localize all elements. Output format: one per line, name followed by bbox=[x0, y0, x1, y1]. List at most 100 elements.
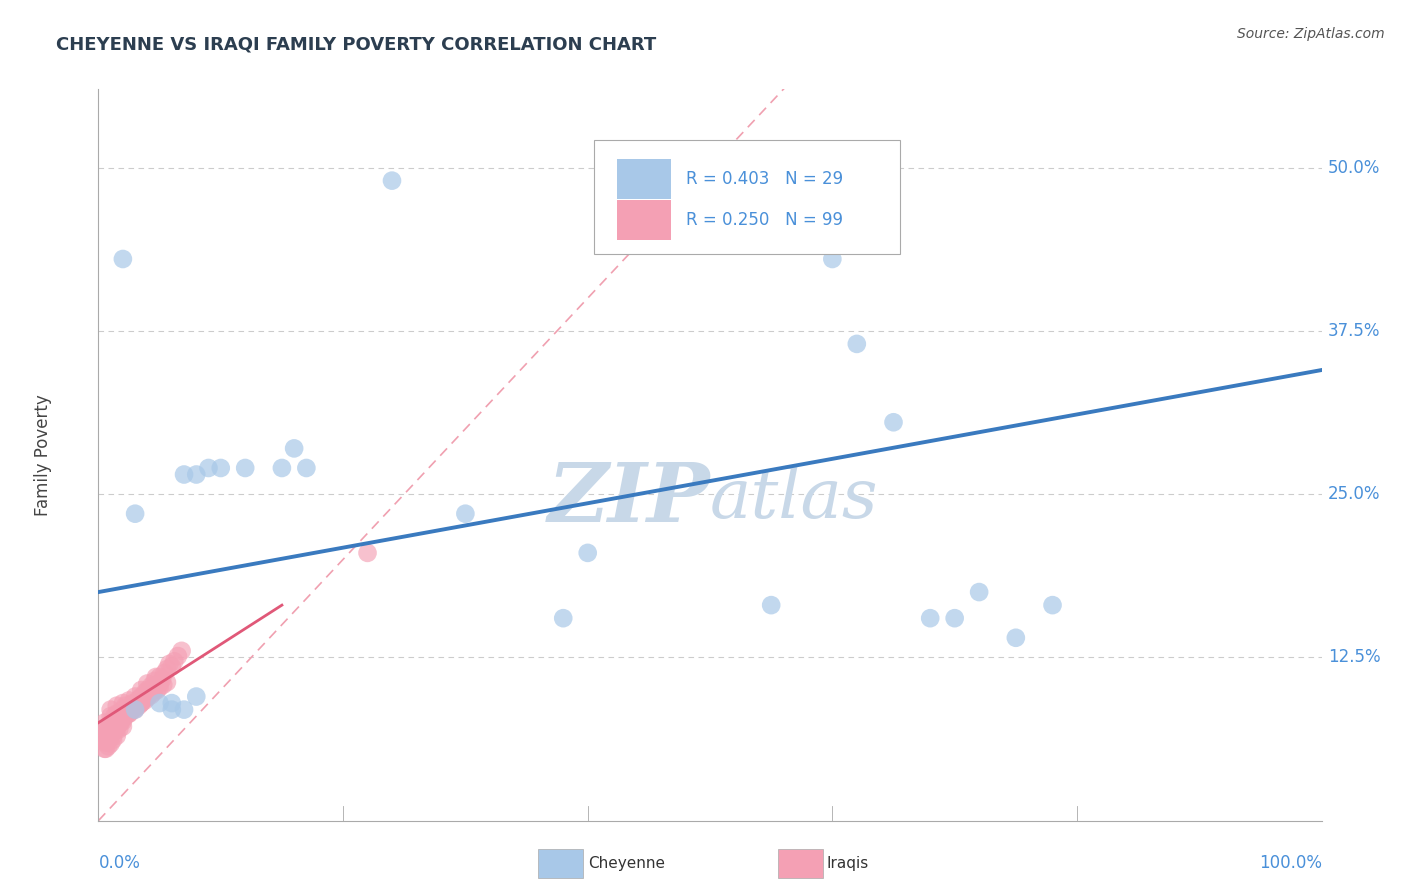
Point bbox=[111, 703, 134, 717]
Point bbox=[129, 690, 152, 704]
Point bbox=[103, 715, 125, 730]
Point bbox=[132, 692, 155, 706]
Point bbox=[149, 681, 172, 695]
Point bbox=[143, 673, 166, 688]
Text: 12.5%: 12.5% bbox=[1327, 648, 1381, 666]
Text: R = 0.403   N = 29: R = 0.403 N = 29 bbox=[686, 170, 842, 188]
Point bbox=[105, 720, 128, 734]
Point bbox=[186, 690, 208, 704]
Point bbox=[96, 735, 118, 749]
Point bbox=[1004, 631, 1026, 645]
Point bbox=[943, 611, 966, 625]
Point bbox=[98, 730, 121, 744]
Point bbox=[110, 706, 132, 721]
Point bbox=[103, 709, 125, 723]
Point bbox=[111, 714, 134, 729]
Point bbox=[124, 690, 146, 704]
Point bbox=[152, 678, 174, 692]
Text: Family Poverty: Family Poverty bbox=[34, 394, 52, 516]
Point bbox=[134, 686, 156, 700]
Point bbox=[142, 681, 165, 695]
Point bbox=[145, 670, 167, 684]
Point bbox=[124, 701, 146, 715]
Point bbox=[761, 598, 783, 612]
Point bbox=[124, 696, 146, 710]
FancyBboxPatch shape bbox=[617, 201, 671, 240]
Point bbox=[111, 712, 134, 726]
Point bbox=[142, 686, 165, 700]
Point bbox=[134, 693, 156, 707]
Point bbox=[97, 739, 120, 754]
Point bbox=[160, 703, 183, 717]
Point bbox=[110, 715, 132, 730]
Point bbox=[283, 442, 305, 456]
Point bbox=[97, 729, 120, 743]
Text: ZIP: ZIP bbox=[547, 458, 710, 539]
Point bbox=[163, 654, 186, 668]
Point bbox=[1042, 598, 1064, 612]
Point bbox=[100, 703, 122, 717]
Point bbox=[111, 709, 134, 723]
Point bbox=[129, 683, 152, 698]
Point bbox=[114, 706, 136, 721]
Point bbox=[100, 723, 122, 737]
Point bbox=[101, 729, 124, 743]
Point bbox=[100, 727, 122, 741]
Point bbox=[124, 703, 146, 717]
Point bbox=[97, 732, 120, 747]
Point bbox=[93, 741, 115, 756]
Point bbox=[108, 712, 131, 726]
Point bbox=[170, 644, 193, 658]
Point bbox=[129, 696, 152, 710]
Point bbox=[103, 723, 125, 737]
Point bbox=[105, 712, 128, 726]
Point bbox=[118, 706, 141, 721]
Point bbox=[120, 703, 142, 717]
Point bbox=[356, 546, 378, 560]
Point bbox=[295, 461, 318, 475]
Point bbox=[100, 715, 122, 730]
Point bbox=[139, 686, 162, 700]
Point bbox=[920, 611, 942, 625]
Point bbox=[105, 698, 128, 713]
Text: CHEYENNE VS IRAQI FAMILY POVERTY CORRELATION CHART: CHEYENNE VS IRAQI FAMILY POVERTY CORRELA… bbox=[56, 36, 657, 54]
Point bbox=[186, 467, 208, 482]
Point bbox=[139, 679, 162, 693]
Point bbox=[136, 683, 159, 698]
Point bbox=[381, 173, 404, 188]
Point bbox=[160, 696, 183, 710]
Text: R = 0.250   N = 99: R = 0.250 N = 99 bbox=[686, 211, 842, 229]
Point bbox=[103, 723, 125, 737]
Point bbox=[149, 676, 172, 690]
Point bbox=[149, 670, 172, 684]
Point bbox=[233, 461, 256, 475]
Text: Source: ZipAtlas.com: Source: ZipAtlas.com bbox=[1237, 27, 1385, 41]
Point bbox=[121, 696, 143, 710]
Point bbox=[108, 723, 131, 737]
Text: Cheyenne: Cheyenne bbox=[588, 856, 665, 871]
FancyBboxPatch shape bbox=[593, 140, 900, 253]
Point bbox=[150, 673, 173, 687]
Point bbox=[100, 737, 122, 751]
Point bbox=[157, 657, 180, 671]
Point bbox=[108, 706, 131, 721]
Point bbox=[101, 724, 124, 739]
Point bbox=[111, 720, 134, 734]
Point bbox=[149, 696, 172, 710]
Point bbox=[93, 723, 115, 737]
Point bbox=[156, 675, 179, 690]
Point bbox=[173, 467, 195, 482]
Point bbox=[153, 666, 176, 681]
Point bbox=[553, 611, 575, 625]
Point bbox=[96, 723, 118, 737]
Point bbox=[128, 692, 150, 706]
Point bbox=[118, 693, 141, 707]
Text: 100.0%: 100.0% bbox=[1258, 854, 1322, 871]
Point bbox=[110, 714, 132, 729]
Point bbox=[576, 546, 599, 560]
Point bbox=[97, 723, 120, 737]
Text: 0.0%: 0.0% bbox=[98, 854, 141, 871]
Point bbox=[124, 507, 146, 521]
Point bbox=[105, 723, 128, 737]
Point bbox=[124, 703, 146, 717]
